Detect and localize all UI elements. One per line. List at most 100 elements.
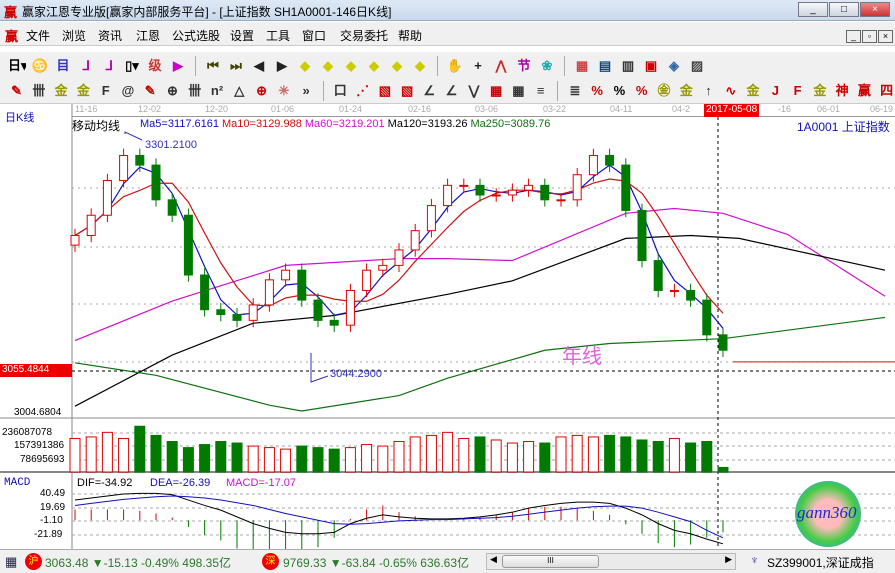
menu-5[interactable]: 设置 (230, 29, 255, 43)
arrow-icon[interactable]: ↑ (705, 83, 712, 98)
j-angle-icon[interactable]: J (771, 83, 779, 98)
calculator-icon[interactable]: ▤ (598, 57, 612, 73)
gold-circle-icon[interactable]: ㊎ (657, 83, 671, 98)
last-icon[interactable]: ⏭ (230, 57, 242, 73)
volume-bar (668, 437, 680, 473)
more-icon[interactable]: » (302, 83, 310, 98)
pen2-icon[interactable]: ✎ (144, 83, 156, 98)
f-angle-icon[interactable]: F (793, 83, 802, 98)
square-icon[interactable]: ▧ (378, 83, 391, 98)
ma9-icon[interactable]: ᒧ (105, 57, 113, 73)
list2-icon[interactable]: ≣ (569, 83, 581, 98)
scroll-right-arrow[interactable]: ▶ (725, 554, 732, 564)
angle-icon[interactable]: ∠ (423, 83, 436, 98)
network-icon[interactable]: ◈ (669, 57, 679, 73)
gold2-icon[interactable]: 金 (76, 83, 90, 98)
pen-icon[interactable]: ✎ (11, 83, 23, 98)
menu-6[interactable]: 工具 (266, 29, 291, 43)
shen-icon[interactable]: 神 (835, 83, 849, 98)
star-icon[interactable]: ✳ (278, 83, 290, 98)
angle2-icon[interactable]: ∠ (445, 83, 458, 98)
sz-index-quote[interactable]: 9769.33 ▼-63.84 -0.65% 636.63亿 (283, 556, 470, 570)
target-icon[interactable]: ⊕ (256, 83, 267, 98)
menu-8[interactable]: 交易委托 (340, 29, 389, 43)
grid2-icon[interactable]: 卌 (188, 83, 202, 98)
ma3-icon[interactable]: ᒧ (82, 57, 90, 73)
sh-index-quote[interactable]: 3063.48 ▼-15.13 -0.49% 498.35亿 (45, 556, 232, 570)
expand-icon[interactable]: ◆ (346, 57, 356, 73)
maximize-button[interactable]: □ (829, 2, 859, 17)
next-icon[interactable]: ▶ (277, 57, 287, 73)
mdi-minimize-button[interactable]: _ (846, 30, 861, 43)
hand-icon[interactable]: ✋ (446, 57, 464, 73)
percent-icon[interactable]: % (613, 83, 626, 98)
high-marker-line (124, 131, 143, 141)
list-icon[interactable]: 目 (56, 57, 70, 73)
kline-chart[interactable] (0, 0, 895, 549)
cycle-icon[interactable]: ❀ (541, 57, 553, 73)
gold-icon[interactable]: 金 (54, 83, 68, 98)
gold3-icon[interactable]: 金 (679, 83, 693, 98)
menu-0[interactable]: 文件 (26, 29, 51, 43)
grid4-icon[interactable]: ▦ (512, 83, 525, 98)
flag-icon[interactable]: ▶ (173, 57, 183, 73)
wave-icon[interactable]: ⋁ (468, 83, 480, 98)
line-tool-icon[interactable]: ⋀ (495, 57, 507, 73)
menu-2[interactable]: 资讯 (98, 29, 123, 43)
print-icon[interactable]: ▨ (690, 57, 704, 73)
gang-icon[interactable]: 赢 (857, 83, 871, 98)
move-right-icon[interactable]: ◆ (323, 57, 333, 73)
triangle-icon[interactable]: △ (234, 83, 245, 98)
candle (621, 164, 631, 211)
grid-icon[interactable]: 卌 (32, 83, 46, 98)
percent-red-icon[interactable]: % (591, 83, 603, 98)
first-icon[interactable]: ⏮ (207, 57, 219, 73)
minimize-button[interactable]: _ (798, 2, 828, 17)
candle-dropdown-icon[interactable]: ▯▾ (125, 57, 139, 73)
zoom-out-icon[interactable]: ◆ (415, 57, 425, 73)
prev-icon[interactable]: ◀ (254, 57, 264, 73)
save-icon[interactable]: ▣ (644, 57, 658, 73)
calendar-icon[interactable]: ▦ (5, 554, 18, 569)
horizontal-scrollbar[interactable]: ◀ III ▶ (486, 553, 736, 570)
grid3-icon[interactable]: ▦ (490, 83, 503, 98)
si-icon[interactable]: 四 (880, 83, 894, 98)
zoom-in-icon[interactable]: ◆ (392, 57, 402, 73)
macd-tick-1: 40.49 (40, 488, 66, 499)
gold4-icon[interactable]: 金 (746, 83, 760, 98)
festival-icon[interactable]: 节 (517, 57, 531, 73)
period-day-dropdown-icon[interactable]: 日▾ (8, 57, 26, 73)
fan-icon[interactable]: ⋰ (356, 83, 370, 98)
menu-7[interactable]: 窗口 (302, 29, 327, 43)
circle-icon[interactable]: ⊕ (167, 83, 178, 98)
notes-icon[interactable]: ▥ (621, 57, 635, 73)
candle (653, 260, 663, 291)
scroll-left-arrow[interactable]: ◀ (490, 554, 497, 564)
mdi-close-button[interactable]: × (878, 30, 893, 43)
scrollbar-thumb[interactable]: III (502, 555, 599, 568)
box-icon[interactable]: 口 (333, 83, 347, 98)
f-icon[interactable]: F (101, 83, 110, 98)
gold-angle-icon[interactable]: 金 (813, 83, 827, 98)
move-left-icon[interactable]: ◆ (300, 57, 310, 73)
lines-icon[interactable]: ≡ (536, 83, 545, 98)
spiral-icon[interactable]: @ (121, 83, 135, 98)
percent2-icon[interactable]: % (635, 83, 648, 98)
menu-3[interactable]: 江恩 (136, 29, 161, 43)
level-icon[interactable]: 级 (148, 57, 162, 73)
n2-icon[interactable]: n² (210, 83, 224, 98)
close-button[interactable]: × (860, 2, 890, 17)
kline-chart-icon[interactable]: ♋ (31, 57, 49, 73)
sine-icon[interactable]: ∿ (725, 83, 737, 98)
square2-icon[interactable]: ▧ (400, 83, 414, 98)
sz-index-badge: 深 (262, 553, 279, 570)
candle (86, 214, 96, 236)
menu-4[interactable]: 公式选股 (172, 29, 221, 43)
crosshair-icon[interactable]: + (474, 57, 482, 73)
mdi-restore-button[interactable]: ▫ (862, 30, 877, 43)
cursor-price-label: 3055.4844 (0, 364, 72, 377)
menu-9[interactable]: 帮助 (398, 29, 423, 43)
calendar-icon[interactable]: ▦ (575, 57, 589, 73)
menu-1[interactable]: 浏览 (62, 29, 87, 43)
shrink-icon[interactable]: ◆ (369, 57, 379, 73)
